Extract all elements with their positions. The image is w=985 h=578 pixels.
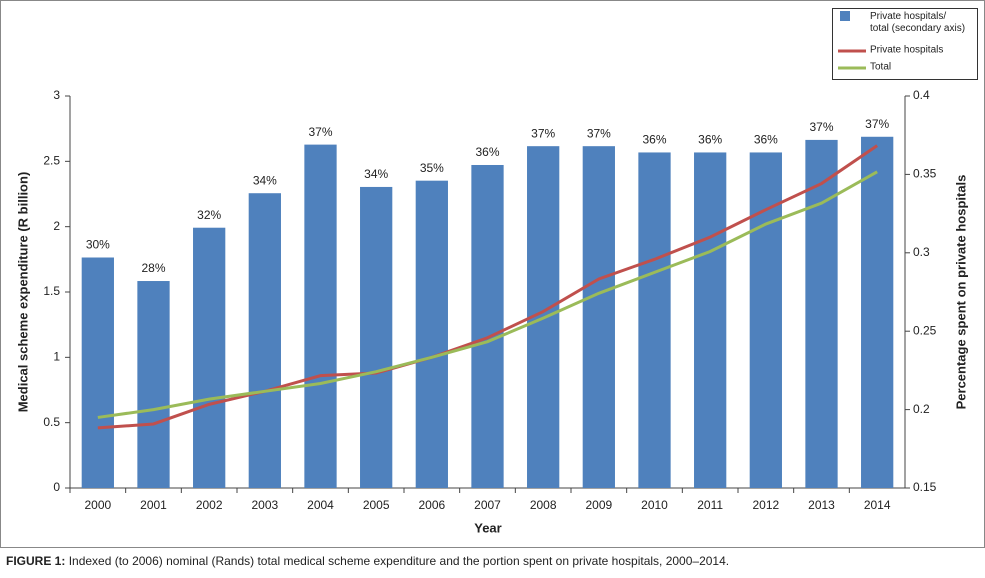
bar-label: 32% xyxy=(197,208,221,222)
bar xyxy=(471,164,504,488)
y-axis-title: Medical scheme expenditure (R billion) xyxy=(15,172,30,413)
bar-label: 35% xyxy=(420,161,444,175)
x-tick-label: 2000 xyxy=(84,498,111,512)
x-tick-label: 2007 xyxy=(474,498,501,512)
x-tick-label: 2003 xyxy=(251,498,278,512)
y2-tick-label: 0.25 xyxy=(913,323,937,337)
bar-label: 37% xyxy=(809,120,833,134)
bar-label: 36% xyxy=(475,145,499,159)
bar-label: 34% xyxy=(253,173,277,187)
y2-axis-title: Percentage spent on private hospitals xyxy=(953,175,968,410)
bar xyxy=(805,139,838,489)
bar xyxy=(360,186,393,488)
caption: FIGURE 1: Indexed (to 2006) nominal (Ran… xyxy=(6,554,729,568)
bar-label: 37% xyxy=(587,126,611,140)
bar xyxy=(638,152,671,488)
x-tick-label: 2008 xyxy=(530,498,557,512)
bar xyxy=(248,193,281,488)
line xyxy=(97,144,879,430)
x-tick-label: 2006 xyxy=(418,498,445,512)
x-tick-label: 2010 xyxy=(641,498,668,512)
legend-label: Private hospitals/ total (secondary axis… xyxy=(870,11,965,34)
x-tick-label: 2011 xyxy=(697,498,723,512)
y-tick-label: 0 xyxy=(53,480,60,494)
y-tick-label: 2 xyxy=(53,219,60,233)
x-axis-title: Year xyxy=(474,520,501,535)
caption-label: FIGURE 1: xyxy=(6,554,66,568)
bar-label: 37% xyxy=(865,117,889,131)
bar-label: 37% xyxy=(308,125,332,139)
y-tick-label: 1 xyxy=(53,350,60,364)
y2-tick-label: 0.2 xyxy=(913,402,930,416)
caption-text: Indexed (to 2006) nominal (Rands) total … xyxy=(68,554,730,568)
bar xyxy=(304,144,337,488)
x-tick-label: 2009 xyxy=(585,498,612,512)
legend-swatch xyxy=(840,11,850,21)
bar-label: 36% xyxy=(754,133,778,147)
x-tick-label: 2002 xyxy=(196,498,223,512)
bar-label: 30% xyxy=(86,238,110,252)
y-tick-label: 2.5 xyxy=(43,154,60,168)
y2-tick-label: 0.3 xyxy=(913,245,930,259)
bar xyxy=(582,146,615,488)
y2-tick-label: 0.15 xyxy=(913,480,937,494)
bar xyxy=(81,257,114,488)
bar-label: 34% xyxy=(364,167,388,181)
chart: Year Medical scheme expenditure (R billi… xyxy=(0,0,985,548)
bar xyxy=(415,180,448,488)
bar xyxy=(137,281,170,488)
y-tick-label: 0.5 xyxy=(43,415,60,429)
bar xyxy=(694,152,727,488)
x-tick-label: 2014 xyxy=(864,498,891,512)
y2-tick-label: 0.35 xyxy=(913,167,937,181)
x-tick-label: 2001 xyxy=(140,498,167,512)
x-tick-label: 2012 xyxy=(752,498,779,512)
legend-label: Private hospitals xyxy=(870,45,943,56)
bar-label: 36% xyxy=(642,133,666,147)
y2-tick-label: 0.4 xyxy=(913,88,930,102)
x-tick-label: 2005 xyxy=(363,498,390,512)
bar xyxy=(861,136,894,488)
x-tick-label: 2013 xyxy=(808,498,835,512)
line xyxy=(97,170,878,419)
bar xyxy=(193,227,226,488)
y-tick-label: 3 xyxy=(53,88,60,102)
x-tick-label: 2004 xyxy=(307,498,334,512)
y-tick-label: 1.5 xyxy=(43,284,60,298)
bar-label: 37% xyxy=(531,126,555,140)
bar-label: 36% xyxy=(698,133,722,147)
bar-label: 28% xyxy=(141,261,165,275)
legend-label: Total xyxy=(870,62,891,73)
